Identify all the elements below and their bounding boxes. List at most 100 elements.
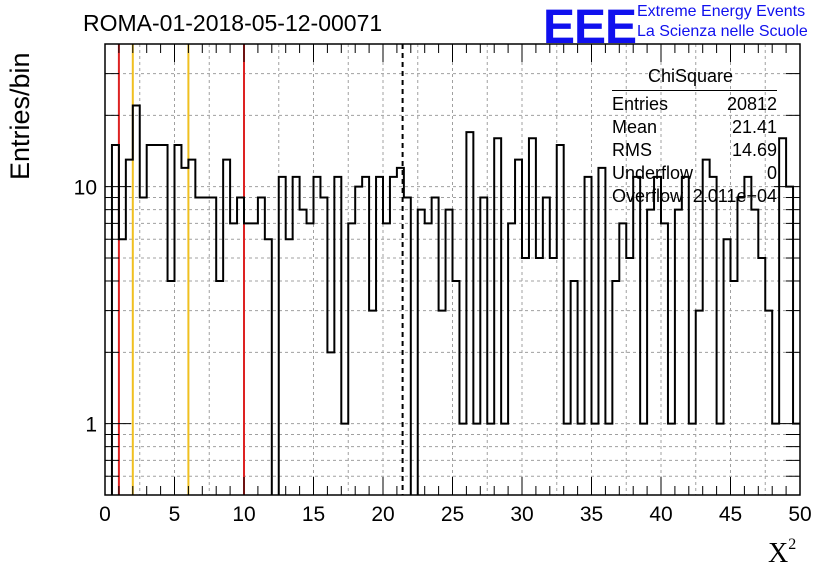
histogram-bin xyxy=(154,145,161,495)
histogram-bin xyxy=(293,177,300,495)
histogram-bin xyxy=(814,258,821,495)
histogram-bin xyxy=(508,223,515,495)
histogram-bin xyxy=(453,281,460,495)
histogram-bin xyxy=(654,177,661,495)
stats-value: 14.69 xyxy=(731,140,777,160)
histogram-bin xyxy=(585,177,592,495)
histogram-bin xyxy=(724,239,731,495)
stats-value: 0 xyxy=(766,163,777,183)
histogram-bin xyxy=(286,239,293,495)
histogram-bin xyxy=(661,223,668,495)
histogram-bin xyxy=(168,281,175,495)
histogram-bin xyxy=(244,223,251,495)
histogram-bin xyxy=(564,424,571,495)
histogram-bin xyxy=(126,160,133,495)
histogram-bin xyxy=(605,424,612,495)
histogram-bin xyxy=(640,424,647,495)
histogram-bin xyxy=(133,106,140,495)
histogram-bin xyxy=(751,210,758,495)
histogram-bin xyxy=(397,168,404,495)
histogram-bin xyxy=(216,281,223,495)
x-axis-label-base: X xyxy=(768,538,789,569)
eee-logo: EEE xyxy=(543,1,637,54)
histogram-bin xyxy=(341,424,348,495)
histogram-bin xyxy=(181,168,188,495)
histogram-bin xyxy=(390,177,397,495)
histogram-bin xyxy=(473,424,480,495)
x-tick-label: 30 xyxy=(510,503,533,526)
histogram-bin xyxy=(828,311,835,495)
histogram-bin xyxy=(779,138,786,495)
histogram-bin xyxy=(578,424,585,495)
stats-row-rms: RMS 14.69 xyxy=(612,139,777,162)
histogram-bin xyxy=(668,424,675,495)
histogram-bin xyxy=(265,239,272,495)
stats-row-overflow: Overflow 2.011e+04 xyxy=(612,185,777,208)
histogram-bin xyxy=(320,198,327,495)
histogram-bin xyxy=(494,138,501,495)
histogram-bin xyxy=(362,177,369,495)
histogram-bin xyxy=(348,223,355,495)
x-tick-label: 10 xyxy=(232,503,255,526)
histogram-bin xyxy=(230,223,237,495)
histogram-bin xyxy=(571,281,578,495)
histogram-bin xyxy=(703,160,710,495)
y-axis-label: Entries/bin xyxy=(5,52,35,180)
stats-row-underflow: Underflow 0 xyxy=(612,162,777,185)
stats-label: RMS xyxy=(612,140,652,160)
histogram-bin xyxy=(195,198,202,495)
stats-box: ChiSquare Entries 20812 Mean 21.41 RMS 1… xyxy=(612,66,777,208)
x-axis-label-exponent: 2 xyxy=(788,536,797,553)
x-tick-label: 0 xyxy=(99,503,111,526)
histogram-bin xyxy=(807,258,814,495)
x-tick-label: 5 xyxy=(169,503,181,526)
x-tick-label: 50 xyxy=(788,503,811,526)
histogram-bin xyxy=(689,424,696,495)
histogram-bin xyxy=(536,258,543,495)
histogram-bin xyxy=(682,177,689,495)
histogram-bin xyxy=(633,177,640,495)
histogram-bin xyxy=(675,210,682,495)
y-tick-label: 1 xyxy=(85,414,97,437)
stats-label: Overflow xyxy=(612,186,684,206)
histogram-bin xyxy=(717,424,724,495)
histogram-bin xyxy=(543,198,550,495)
histogram-bin xyxy=(425,223,432,495)
histogram-bin xyxy=(612,281,619,495)
histogram-bin xyxy=(223,160,230,495)
histogram-bin xyxy=(619,223,626,495)
histogram-bin xyxy=(731,281,738,495)
histogram-bin xyxy=(515,160,522,495)
histogram-bin xyxy=(418,210,425,495)
histogram-bin xyxy=(821,187,828,495)
histogram-bin xyxy=(446,210,453,495)
histogram-bin xyxy=(647,210,654,495)
histogram-bin xyxy=(376,177,383,495)
histogram-bin xyxy=(626,258,633,495)
histogram-bin xyxy=(765,311,772,495)
x-tick-label: 45 xyxy=(719,503,742,526)
histogram-bin xyxy=(202,198,209,495)
stats-label: Mean xyxy=(612,117,658,137)
histogram-bin xyxy=(355,187,362,495)
histogram-bin xyxy=(800,424,807,495)
histogram-bin xyxy=(147,145,154,495)
histogram-bin xyxy=(598,168,605,495)
histogram-bin xyxy=(432,198,439,495)
histogram-bin xyxy=(175,145,182,495)
histogram-bin xyxy=(237,198,244,495)
histogram-bin xyxy=(369,311,376,495)
logo-line-2: La Scienza nelle Scuole xyxy=(637,23,808,40)
histogram-series xyxy=(110,104,800,495)
histogram-bin xyxy=(696,311,703,495)
histogram-bin xyxy=(550,258,557,495)
y-tick-label: 10 xyxy=(74,177,97,200)
x-tick-label: 15 xyxy=(302,503,325,526)
histogram-bin xyxy=(459,424,466,495)
histogram-bin xyxy=(251,223,258,495)
histogram-bin xyxy=(383,223,390,495)
histogram-bin xyxy=(258,198,265,495)
x-tick-label: 35 xyxy=(580,503,603,526)
histogram-bin xyxy=(522,258,529,495)
x-axis-label: X2 xyxy=(768,536,797,570)
